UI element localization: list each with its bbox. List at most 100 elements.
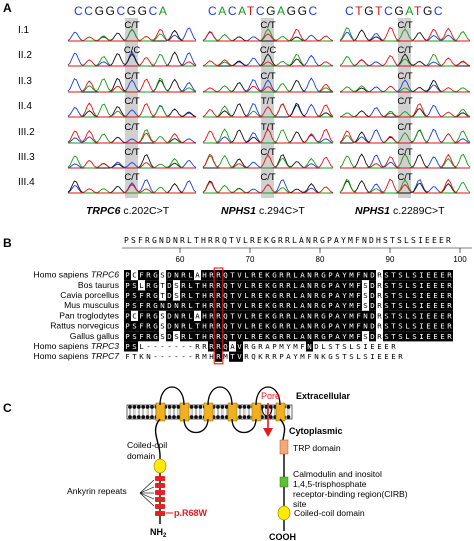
alignment-cell [334, 280, 341, 291]
alignment-residue: Y [342, 281, 347, 290]
alignment-cell [159, 351, 166, 362]
alignment-residue: I [419, 281, 423, 290]
alignment-cell [369, 280, 376, 291]
alignment-residue: L [405, 322, 410, 331]
alignment-residue: R [286, 322, 291, 331]
alignment-residue: N [307, 301, 311, 310]
species-label: Bos taurus [78, 280, 119, 290]
alignment-cell [215, 290, 222, 301]
alignment-cell [131, 331, 138, 342]
trace [340, 85, 470, 93]
alignment-residue: R [447, 281, 452, 290]
species-label: Cavia porcellus [60, 290, 119, 300]
trp-label: TRP domain [293, 443, 341, 453]
alignment-residue: M [293, 342, 298, 351]
alignment-residue: R [216, 352, 221, 361]
alignment-residue: K [265, 271, 270, 280]
alignment-residue: E [426, 301, 430, 310]
alignment-cell [194, 300, 201, 311]
trace [68, 159, 196, 169]
alignment-residue: P [125, 342, 130, 351]
alignment-residue: T [342, 352, 347, 361]
alignment-cell [124, 300, 131, 311]
alignment-residue: Q [223, 281, 228, 290]
alignment-residue: F [139, 332, 144, 341]
alignment-cell [362, 300, 369, 311]
alignment-cell [243, 321, 250, 332]
alignment-cell [152, 351, 159, 362]
alignment-residue: T [230, 352, 235, 361]
alignment-cell [404, 270, 411, 281]
alignment-residue: L [244, 301, 249, 310]
alignment-residue: L [293, 291, 298, 300]
alignment-cell [439, 331, 446, 342]
alignment-residue: R [209, 332, 214, 341]
alignment-residue: A [300, 332, 305, 341]
alignment-cell [327, 280, 334, 291]
genotype-label: C/T [397, 172, 413, 183]
alignment-cell [166, 280, 173, 291]
alignment-residue: D [370, 311, 374, 320]
alignment-residue: G [153, 291, 157, 300]
alignment-residue: F [300, 342, 305, 351]
alignment-cell [264, 290, 271, 301]
alignment-residue: S [132, 301, 136, 310]
alignment-residue: N [314, 352, 318, 361]
alignment-cell [425, 331, 432, 342]
alignment-residue: D [167, 301, 171, 310]
alignment-cell [194, 290, 201, 301]
alignment-residue: L [405, 301, 410, 310]
alignment-cell [201, 290, 208, 301]
alignment-cell [306, 280, 313, 291]
alignment-cell [299, 290, 306, 301]
alignment-residue: A [265, 342, 270, 351]
alignment-cell [194, 321, 201, 332]
alignment-cell [313, 310, 320, 321]
alignment-cell [229, 280, 236, 291]
genotype-label: C/C [124, 45, 141, 56]
alignment-cell [299, 300, 306, 311]
alignment-cell [334, 331, 341, 342]
alignment-residue: S [160, 322, 164, 331]
alignment-residue: L [405, 291, 410, 300]
alignment-residue: Q [223, 291, 228, 300]
alignment-residue: R [377, 301, 382, 310]
alignment-cell [145, 310, 152, 321]
species-label: Mus musculus [64, 300, 119, 310]
alignment-residue: R [209, 271, 214, 280]
alignment-cell [222, 290, 229, 301]
alignment-cell [348, 331, 355, 342]
alignment-cell [320, 331, 327, 342]
alignment-residue: F [139, 311, 144, 320]
alignment-residue: N [174, 301, 178, 310]
genotype-label: C/T [397, 96, 413, 107]
alignment-cell [341, 310, 348, 321]
alignment-cell [390, 300, 397, 311]
alignment-residue: S [384, 322, 388, 331]
alignment-residue: E [377, 342, 381, 351]
alignment-residue: D [167, 281, 171, 290]
alignment-residue: R [377, 291, 382, 300]
alignment-cell [299, 341, 306, 352]
alignment-cell [173, 321, 180, 332]
alignment-cell [159, 331, 166, 342]
alignment-residue: T [230, 322, 235, 331]
alignment-cell [264, 300, 271, 311]
alignment-cell [166, 300, 173, 311]
alignment-cell [383, 300, 390, 311]
alignment-cell [257, 300, 264, 311]
alignment-residue: R [181, 291, 186, 300]
alignment-residue: M [349, 332, 354, 341]
alignment-residue: N [363, 311, 367, 320]
alignment-cell [299, 331, 306, 342]
alignment-cell [376, 310, 383, 321]
alignment-residue: Q [223, 332, 228, 341]
alignment-residue: N [307, 281, 311, 290]
alignment-residue: G [328, 352, 332, 361]
alignment-residue: S [349, 352, 353, 361]
alignment-residue: - [167, 352, 171, 361]
alignment-cell [152, 321, 159, 332]
alignment-residue: R [146, 322, 151, 331]
alignment-residue: R [202, 342, 207, 351]
alignment-residue: L [321, 342, 326, 351]
